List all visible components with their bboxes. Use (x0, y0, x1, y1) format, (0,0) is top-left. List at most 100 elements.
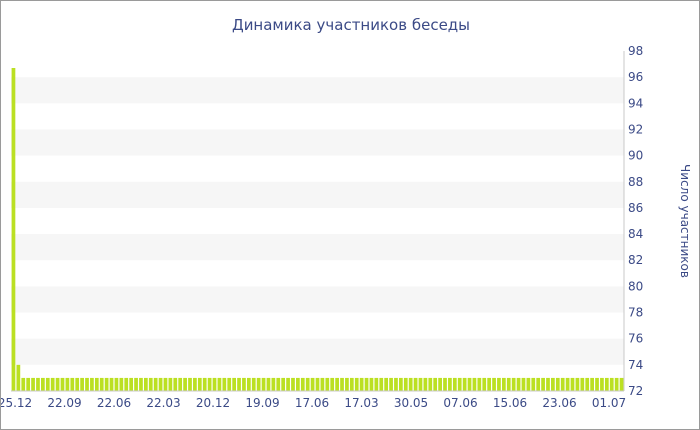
x-tick-label: 17.03 (344, 396, 378, 410)
bar (340, 377, 344, 391)
y-tick-label: 84 (628, 227, 643, 241)
bar (394, 377, 398, 391)
bar (129, 377, 134, 391)
bar (384, 377, 389, 391)
x-tick-labels: 25.12 22.09 22.06 22.03 20.12 19.09 17.06 17.03… (1, 396, 626, 410)
bar (320, 377, 325, 391)
chart-title: Динамика участников беседы (232, 16, 470, 34)
y-tick-label: 76 (628, 332, 643, 346)
bar (232, 377, 236, 391)
bar (428, 377, 433, 391)
bar (85, 377, 89, 391)
bar (197, 377, 202, 391)
bar (467, 377, 472, 391)
bar (99, 377, 104, 391)
bar (153, 377, 158, 391)
bar (188, 377, 192, 391)
bar (276, 377, 281, 391)
bar (246, 377, 251, 391)
bar (271, 377, 276, 391)
bar (560, 377, 565, 391)
grid-band (11, 338, 624, 365)
bar (11, 68, 16, 391)
y-tick-label: 72 (628, 384, 643, 398)
bar (570, 377, 575, 391)
bar (482, 377, 487, 391)
bar (310, 377, 315, 391)
bar (109, 377, 114, 391)
bar (261, 377, 266, 391)
y-tick-label: 98 (628, 44, 643, 58)
bar (497, 377, 501, 391)
bar (65, 377, 70, 391)
bar (364, 377, 369, 391)
y-tick-label: 80 (628, 279, 643, 293)
bar (251, 377, 256, 391)
bar (541, 377, 545, 391)
x-tick-label: 23.06 (542, 396, 576, 410)
grid-bands (11, 77, 624, 365)
bar (462, 377, 467, 391)
bar (472, 377, 477, 391)
bar (26, 377, 31, 391)
x-tick-label: 22.03 (146, 396, 180, 410)
bar (501, 377, 506, 391)
x-tick-label: 19.09 (245, 396, 279, 410)
bar (452, 377, 457, 391)
bar (443, 377, 447, 391)
bar (256, 377, 261, 391)
bar (31, 377, 35, 391)
bar (144, 377, 148, 391)
bar (281, 377, 286, 391)
bar (16, 364, 21, 391)
bar (21, 377, 26, 391)
bar (369, 377, 374, 391)
y-tick-label: 86 (628, 201, 643, 215)
bar (75, 377, 80, 391)
grid-band (11, 234, 624, 261)
bar (119, 377, 124, 391)
grid-band (11, 129, 624, 156)
bar (457, 377, 462, 391)
bar (555, 377, 560, 391)
bar (506, 377, 511, 391)
x-tick-label: 20.12 (196, 396, 230, 410)
bar (178, 377, 183, 391)
bar (207, 377, 212, 391)
bar (595, 377, 599, 391)
bar (55, 377, 60, 391)
bar (399, 377, 403, 391)
bar (163, 377, 168, 391)
x-tick-label: 17.06 (295, 396, 329, 410)
x-tick-label: 07.06 (443, 396, 477, 410)
x-tick-label: 25.12 (1, 396, 32, 410)
bar (609, 377, 614, 391)
bar (521, 377, 526, 391)
bar (212, 377, 217, 391)
bar (266, 377, 271, 391)
bar (50, 377, 55, 391)
bar (114, 377, 119, 391)
y-tick-label: 82 (628, 253, 643, 267)
bar (183, 377, 187, 391)
y-tick-label: 92 (628, 122, 643, 136)
bar (389, 377, 393, 391)
bar (291, 377, 295, 391)
bar (448, 377, 452, 391)
bar (300, 377, 305, 391)
bar (359, 377, 364, 391)
bar (403, 377, 408, 391)
bar (418, 377, 423, 391)
bar (511, 377, 516, 391)
bar (222, 377, 227, 391)
bar (173, 377, 178, 391)
bar (580, 377, 585, 391)
x-tick-label: 22.06 (97, 396, 131, 410)
bar (536, 377, 541, 391)
bar (565, 377, 570, 391)
bar (590, 377, 594, 391)
bar (516, 377, 521, 391)
bar (36, 377, 40, 391)
